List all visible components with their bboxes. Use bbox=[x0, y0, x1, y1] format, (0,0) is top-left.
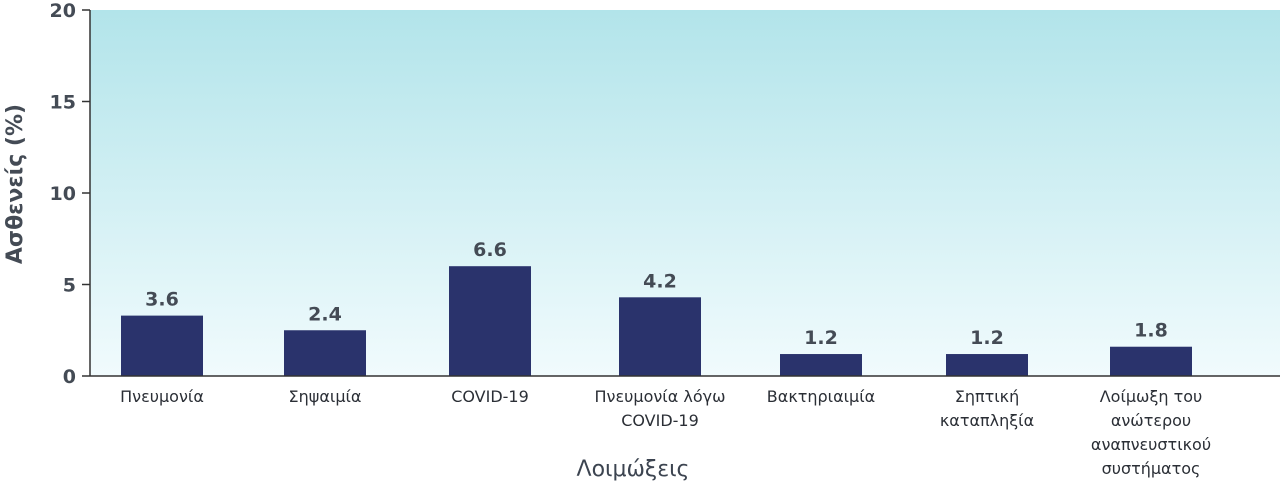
data-label: 1.2 bbox=[804, 327, 838, 349]
bar bbox=[121, 315, 203, 376]
x-axis-title: Λοιμώξεις bbox=[577, 457, 690, 482]
data-label: 1.2 bbox=[970, 327, 1004, 349]
y-tick-label: 0 bbox=[63, 366, 76, 388]
data-label: 2.4 bbox=[308, 303, 342, 325]
category-label: COVID-19 bbox=[451, 387, 529, 406]
y-tick-label: 15 bbox=[50, 92, 76, 114]
y-axis-ticks: 0 5 10 15 20 bbox=[50, 0, 90, 388]
category-label: Πνευμονία bbox=[120, 387, 204, 406]
y-tick-label: 20 bbox=[50, 0, 76, 22]
category-label: Σηπτική καταπληξία bbox=[940, 387, 1034, 430]
y-tick-label: 5 bbox=[63, 275, 76, 297]
bar bbox=[619, 297, 701, 376]
bar bbox=[780, 354, 862, 376]
bar bbox=[1110, 346, 1192, 376]
category-label: Σηψαιμία bbox=[289, 387, 362, 406]
bar bbox=[284, 330, 366, 376]
data-labels: 3.6 2.4 6.6 4.2 1.2 1.2 1.8 bbox=[145, 239, 1168, 349]
data-label: 6.6 bbox=[473, 239, 507, 261]
category-label: Πνευμονία λόγω COVID-19 bbox=[595, 387, 726, 430]
bar bbox=[449, 266, 531, 376]
data-label: 1.8 bbox=[1134, 320, 1168, 342]
category-label: Βακτηριαιμία bbox=[767, 387, 875, 406]
bars bbox=[121, 266, 1192, 376]
category-label: Λοίμωξη του ανώτερου αναπνευστικού συστήματ… bbox=[1091, 387, 1211, 478]
data-label: 3.6 bbox=[145, 289, 179, 311]
data-label: 4.2 bbox=[643, 270, 677, 292]
category-labels: Πνευμονία Σηψαιμία COVID-19 Πνευμονία λόγω C… bbox=[120, 387, 1211, 478]
y-tick-label: 10 bbox=[50, 183, 76, 205]
y-axis-title: Ασθενείς (%) bbox=[3, 104, 28, 264]
bar bbox=[946, 354, 1028, 376]
